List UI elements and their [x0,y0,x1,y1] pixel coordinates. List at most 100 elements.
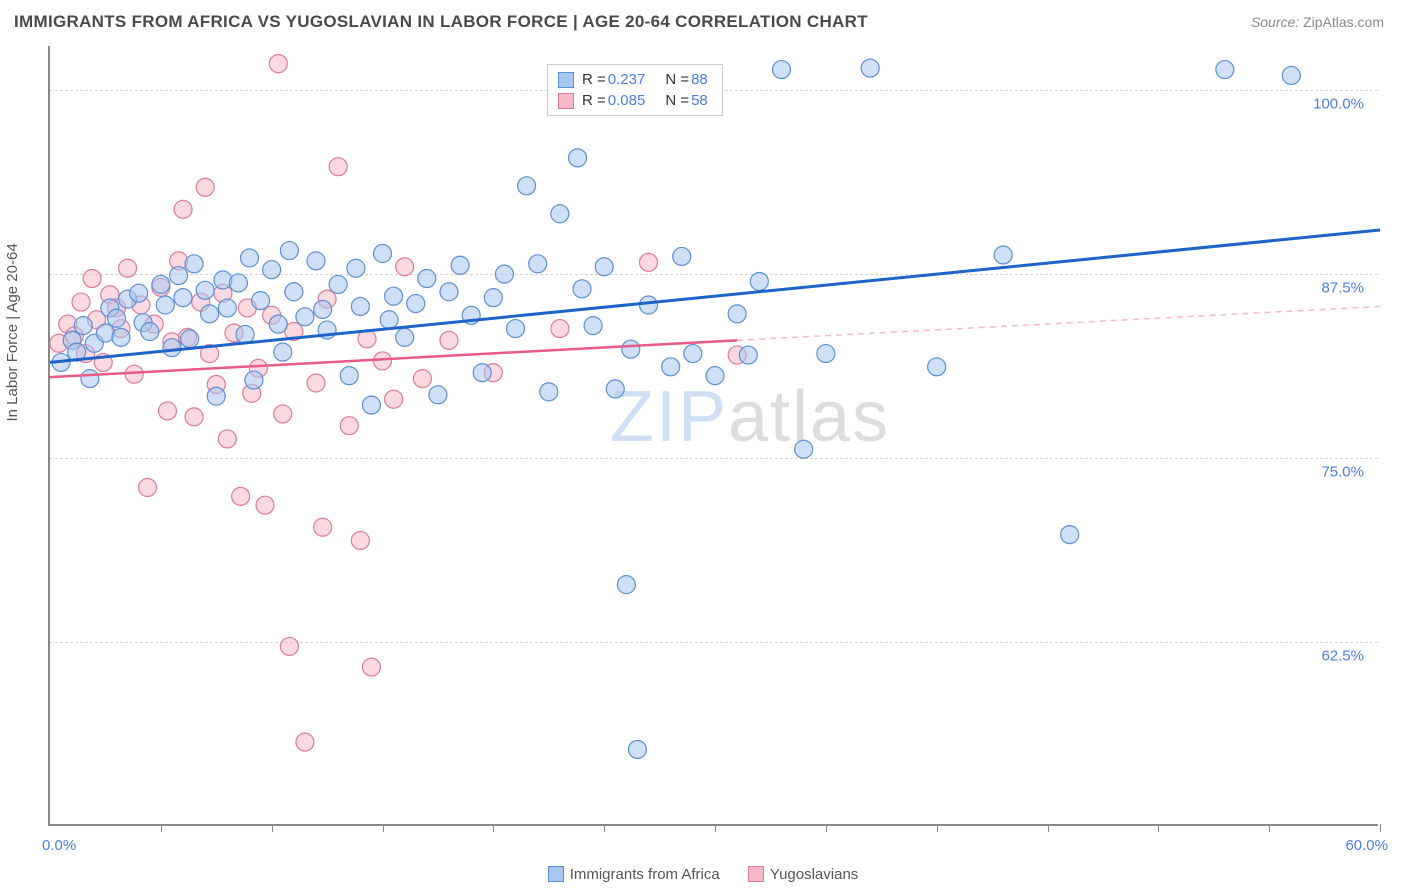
data-point [440,283,458,301]
legend-swatch-series2 [748,866,764,882]
data-point [518,177,536,195]
data-point [706,367,724,385]
data-point [362,658,380,676]
data-point [256,496,274,514]
data-point [108,309,126,327]
data-point [307,252,325,270]
data-point [329,275,347,293]
data-point [232,487,250,505]
data-point [170,267,188,285]
data-point [673,247,691,265]
data-point [351,297,369,315]
trendline [50,340,737,377]
data-point [158,402,176,420]
x-tick [715,824,716,832]
data-point [817,345,835,363]
data-point [72,293,90,311]
data-point [484,289,502,307]
data-point [573,280,591,298]
data-point [773,61,791,79]
data-point [1282,66,1300,84]
data-point [263,261,281,279]
legend-item-series2: Yugoslavians [748,866,858,883]
x-tick [1048,824,1049,832]
data-point [185,408,203,426]
data-point [640,296,658,314]
data-point [207,387,225,405]
plot-area: 62.5%75.0%87.5%100.0% ZIPatlas R = 0.237… [48,46,1378,826]
data-point [285,283,303,301]
data-point [280,637,298,655]
legend: Immigrants from Africa Yugoslavians [0,866,1406,887]
x-tick [383,824,384,832]
data-point [617,576,635,594]
data-point [495,265,513,283]
data-point [396,328,414,346]
data-point [274,343,292,361]
legend-swatch-series1 [548,866,564,882]
data-point [340,417,358,435]
data-point [1216,61,1234,79]
x-axis-min-label: 0.0% [42,837,76,854]
data-point [569,149,587,167]
data-point [163,339,181,357]
data-point [307,374,325,392]
data-point [994,246,1012,264]
data-point [861,59,879,77]
data-point [236,325,254,343]
data-point [274,405,292,423]
data-point [380,311,398,329]
data-point [196,281,214,299]
data-point [750,272,768,290]
data-point [595,258,613,276]
data-point [181,330,199,348]
plot-svg [50,46,1378,824]
data-point [314,300,332,318]
x-tick [1380,824,1381,832]
data-point [314,518,332,536]
data-point [81,370,99,388]
data-point [174,200,192,218]
data-point [928,358,946,376]
data-point [245,371,263,389]
data-point [640,253,658,271]
x-tick [826,824,827,832]
data-point [429,386,447,404]
data-point [795,440,813,458]
data-point [296,308,314,326]
data-point [185,255,203,273]
data-point [83,270,101,288]
data-point [662,358,680,376]
data-point [218,299,236,317]
data-point [214,271,232,289]
x-tick [604,824,605,832]
source-value: ZipAtlas.com [1303,14,1384,30]
data-point [351,531,369,549]
data-point [141,323,159,341]
data-point [201,305,219,323]
chart-container: IMMIGRANTS FROM AFRICA VS YUGOSLAVIAN IN… [0,0,1406,892]
legend-item-series1: Immigrants from Africa [548,866,720,883]
data-point [684,345,702,363]
data-point [252,292,270,310]
data-point [196,178,214,196]
x-tick [161,824,162,832]
data-point [385,390,403,408]
data-point [241,249,259,267]
data-point [340,367,358,385]
data-point [269,315,287,333]
data-point [551,320,569,338]
data-point [473,364,491,382]
data-point [347,259,365,277]
data-point [280,242,298,260]
data-point [407,295,425,313]
data-point [622,340,640,358]
data-point [130,284,148,302]
data-point [451,256,469,274]
source-attribution: Source: ZipAtlas.com [1251,14,1384,30]
source-label: Source: [1251,14,1299,30]
y-axis-label: In Labor Force | Age 20-64 [4,243,21,421]
data-point [396,258,414,276]
data-point [229,274,247,292]
legend-label-series2: Yugoslavians [770,866,858,883]
